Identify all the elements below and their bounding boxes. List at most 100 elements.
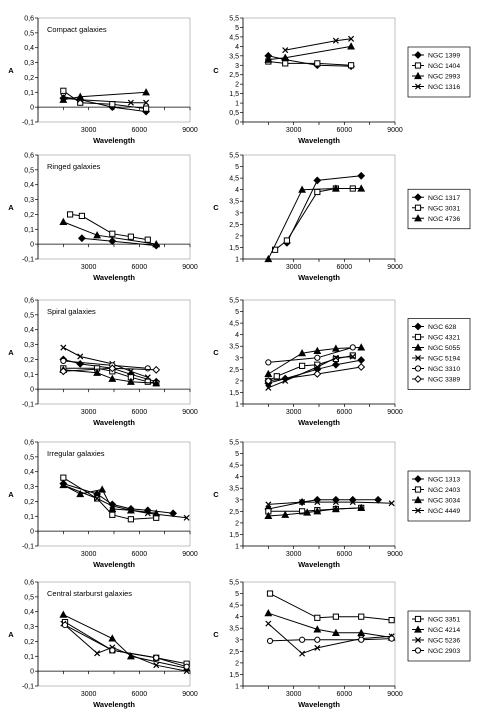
y-tick-label: 0 — [30, 387, 34, 394]
x-tick-label: 6000 — [132, 551, 148, 558]
data-point — [60, 344, 67, 351]
series-line — [63, 484, 187, 519]
chart-5-c: 1 1,5 2 2,5 3 3,5 4 4,5 5 5,5 3000 6000 9000 Waveleng… — [213, 580, 471, 709]
chart-3-c: 1 1,5 2 2,5 3 3,5 4 4,5 5 5,5 3000 6000 9000 Waveleng… — [213, 298, 471, 427]
data-point — [127, 99, 134, 106]
series-ngc-3351 — [266, 590, 395, 624]
y-tick-label: 2,5 — [229, 367, 239, 374]
data-point — [331, 184, 340, 192]
y-tick-label: 0,1 — [24, 90, 34, 97]
series-ngc-1316 — [282, 35, 355, 54]
legend-marker — [414, 333, 422, 341]
data-point — [59, 95, 68, 103]
legend-label: NGC 628 — [428, 324, 457, 331]
data-point — [357, 356, 366, 364]
series-line — [267, 623, 392, 655]
y-tick-label: 4,5 — [229, 34, 239, 41]
y-tick-label: 2 — [235, 233, 239, 240]
series-ngc-1404 — [265, 58, 355, 69]
legend-marker — [414, 486, 422, 493]
legend-label: NGC 4449 — [428, 508, 460, 515]
data-point — [109, 502, 116, 509]
y-tick-label: 3,5 — [229, 344, 239, 351]
legend-marker — [414, 204, 422, 211]
data-point — [108, 237, 117, 246]
series-ngc-2993 — [264, 42, 356, 63]
legend-marker — [414, 62, 422, 69]
y-tick-label: 0,1 — [24, 654, 34, 661]
data-point — [61, 621, 69, 629]
legend-marker — [414, 636, 422, 644]
series-line — [64, 624, 187, 668]
data-point — [264, 376, 273, 385]
series-line — [268, 501, 392, 505]
data-point — [265, 384, 272, 391]
series-ngc-5055 — [264, 343, 366, 378]
data-point — [153, 662, 160, 669]
data-point — [60, 482, 67, 489]
data-point — [98, 485, 107, 493]
x-tick-label: 3000 — [286, 127, 302, 134]
data-point — [313, 346, 322, 354]
y-tick-label: 0,3 — [24, 342, 34, 349]
data-point — [314, 636, 321, 643]
y-tick-label: 0,6 — [24, 298, 34, 305]
data-point — [143, 99, 150, 106]
plot-area — [242, 17, 396, 123]
y-tick-label: 0,6 — [24, 153, 34, 160]
data-point — [299, 499, 306, 506]
y-tick-label: 0,6 — [24, 440, 34, 447]
x-tick-label: 3000 — [286, 691, 302, 698]
data-point — [264, 369, 273, 378]
data-point — [94, 495, 101, 502]
x-tick-label: 9000 — [387, 127, 403, 134]
data-point — [299, 650, 306, 657]
series-ngc-1404 — [60, 87, 150, 112]
y-tick-label: 5,5 — [229, 16, 239, 23]
legend: NGC 1317 NGC 3031 NGC 4736 — [407, 188, 471, 230]
y-tick-label: 1 — [235, 402, 239, 409]
y-tick-label: 2,5 — [229, 222, 239, 229]
x-axis-label: Wavelength — [93, 418, 135, 427]
y-tick-label: 5 — [235, 591, 239, 598]
data-point — [313, 176, 322, 185]
legend-label: NGC 4214 — [428, 627, 460, 634]
chart-title: Irregular galaxies — [47, 449, 105, 458]
data-point — [314, 60, 321, 67]
data-point — [77, 353, 84, 360]
x-tick-label: 6000 — [132, 691, 148, 698]
data-point — [108, 504, 117, 512]
data-point — [314, 499, 321, 506]
y-tick-label: 5,5 — [229, 580, 239, 587]
y-tick-label: 5,5 — [229, 153, 239, 160]
y-axis-label: C — [213, 630, 219, 639]
legend-label: NGC 3034 — [428, 498, 460, 505]
data-point — [152, 379, 161, 387]
data-point — [331, 360, 340, 369]
series-ngc-5194 — [265, 353, 356, 391]
legend-marker — [414, 507, 422, 514]
data-point — [283, 237, 291, 244]
y-tick-label: 3 — [235, 63, 239, 70]
data-point — [78, 212, 86, 220]
series-ngc-1399 — [264, 51, 355, 71]
data-point — [357, 343, 366, 351]
series-ngc-2993 — [59, 88, 151, 103]
series-ngc-4736 — [264, 184, 366, 263]
y-tick-label: 2 — [235, 660, 239, 667]
data-point — [126, 377, 135, 385]
y-tick-label: 0,1 — [24, 372, 34, 379]
y-tick-label: 4,5 — [229, 321, 239, 328]
legend-marker — [414, 51, 422, 59]
y-tick-label: 0,5 — [24, 30, 34, 37]
y-tick-label: 2,5 — [229, 649, 239, 656]
data-point — [78, 234, 86, 243]
y-tick-label: 0,2 — [24, 212, 34, 219]
data-point — [348, 35, 355, 42]
data-point — [265, 501, 272, 508]
x-tick-label: 6000 — [337, 691, 353, 698]
data-point — [142, 88, 151, 96]
y-axis-label: A — [8, 348, 14, 357]
data-point — [59, 217, 68, 225]
y-tick-label: 0 — [30, 529, 34, 536]
